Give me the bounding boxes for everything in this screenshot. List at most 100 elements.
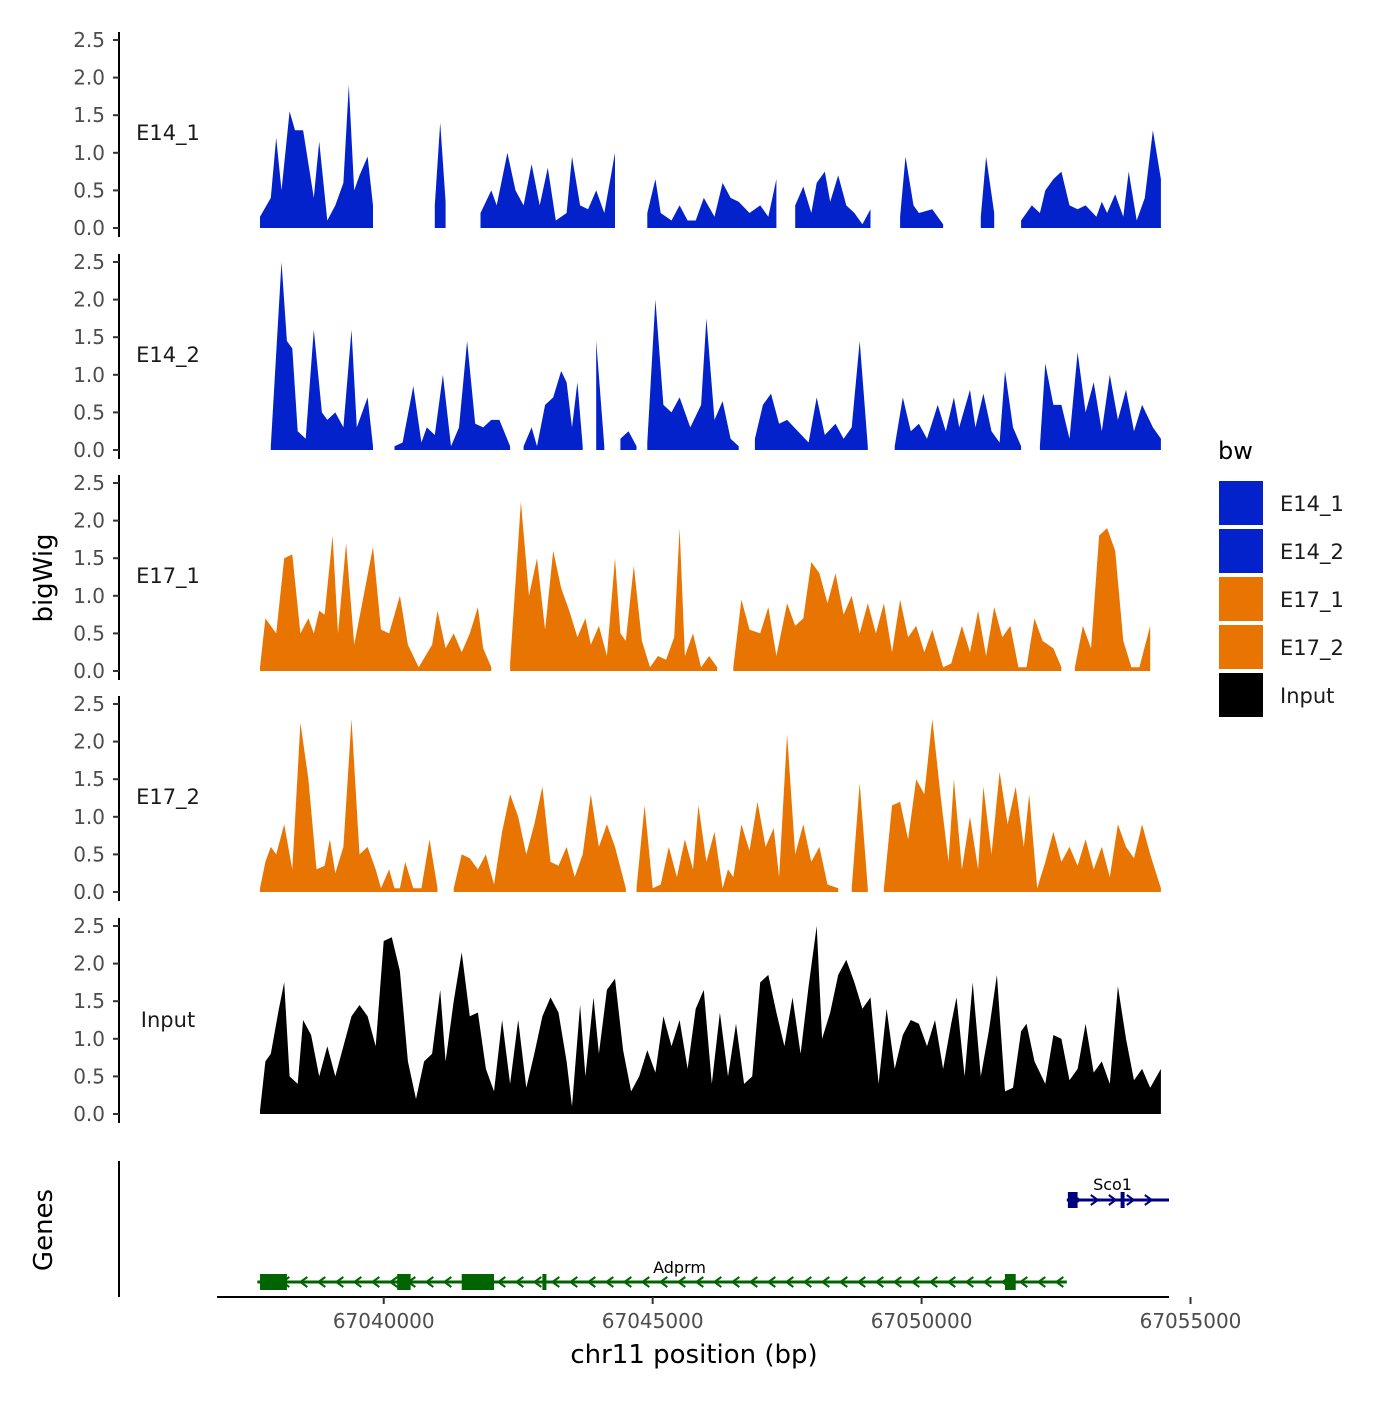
gene-label: Adprm <box>653 1258 706 1277</box>
strand-arrow <box>910 1276 920 1288</box>
track-label: Input <box>141 1008 195 1032</box>
strand-arrow <box>334 1276 344 1288</box>
coverage-area <box>1074 528 1151 671</box>
track-panel: 0.0 0.5 1.0 1.5 2.0 2.5 E14_1 <box>73 28 1161 240</box>
strand-arrow <box>1090 1194 1100 1206</box>
coverage-area <box>883 719 1161 892</box>
strand-arrow <box>892 1276 902 1288</box>
strand-arrow <box>784 1276 794 1288</box>
coverage-area <box>394 341 511 450</box>
y-tick-label: 2.5 <box>73 914 105 938</box>
coverage-area <box>596 341 605 450</box>
legend: bw E14_1 E14_2 E17_1 E17_2 Input <box>1218 437 1344 717</box>
coverage-area <box>523 371 583 450</box>
strand-arrow <box>730 1276 740 1288</box>
y-tick-label: 2.0 <box>73 509 105 533</box>
coverage-area <box>980 156 995 228</box>
strand-arrow <box>766 1276 776 1288</box>
y-tick-label: 0.0 <box>73 1102 105 1126</box>
y-tick-label: 1.5 <box>73 103 105 127</box>
track-panel: 0.0 0.5 1.0 1.5 2.0 2.5 E17_1 <box>73 471 1151 683</box>
coverage-area <box>260 719 438 892</box>
strand-arrow <box>712 1276 722 1288</box>
track-panel: 0.0 0.5 1.0 1.5 2.0 2.5 E17_2 <box>73 692 1161 904</box>
strand-arrow <box>964 1276 974 1288</box>
y-tick-label: 2.0 <box>73 730 105 754</box>
strand-arrow <box>550 1276 560 1288</box>
y-axis-title: bigWig <box>29 533 59 622</box>
coverage-area <box>894 371 1022 450</box>
strand-arrow <box>820 1276 830 1288</box>
exon <box>1067 1192 1078 1208</box>
y-tick-label: 1.5 <box>73 546 105 570</box>
strand-arrow <box>856 1276 866 1288</box>
y-tick-label: 0.0 <box>73 438 105 462</box>
legend-label: E14_2 <box>1280 540 1344 565</box>
strand-arrow <box>1144 1194 1154 1206</box>
legend-swatch <box>1219 625 1263 669</box>
coverage-area <box>636 734 839 892</box>
y-tick-label: 2.5 <box>73 471 105 495</box>
legend-label: E17_1 <box>1280 588 1344 613</box>
y-tick-label: 0.5 <box>73 1064 105 1088</box>
coverage-area <box>260 926 1161 1114</box>
legend-label: E17_2 <box>1280 636 1344 661</box>
gene-label: Sco1 <box>1093 1175 1132 1194</box>
strand-arrow <box>658 1276 668 1288</box>
strand-arrow <box>676 1276 686 1288</box>
strand-arrow <box>388 1276 398 1288</box>
coverage-area <box>754 341 868 450</box>
y-tick-label: 1.0 <box>73 363 105 387</box>
y-tick-label: 1.5 <box>73 767 105 791</box>
coverage-area <box>1039 352 1161 450</box>
strand-arrow <box>496 1276 506 1288</box>
strand-arrow <box>1108 1194 1118 1206</box>
x-tick-label: 67050000 <box>871 1309 973 1333</box>
legend-swatch <box>1219 673 1263 717</box>
y-tick-label: 0.5 <box>73 400 105 424</box>
coverage-area <box>480 152 615 228</box>
y-tick-label: 2.0 <box>73 66 105 90</box>
y-tick-label: 0.0 <box>73 880 105 904</box>
exon <box>542 1274 547 1290</box>
coverage-area <box>1021 130 1161 228</box>
strand-arrow <box>982 1276 992 1288</box>
y-tick-label: 2.5 <box>73 692 105 716</box>
x-tick-label: 67055000 <box>1140 1309 1242 1333</box>
strand-arrow <box>298 1276 308 1288</box>
coverage-area <box>620 431 637 450</box>
coverage-area <box>510 501 718 671</box>
track-label: E14_2 <box>136 343 200 368</box>
track-label: E14_1 <box>136 121 200 146</box>
x-tick-label: 67045000 <box>602 1309 704 1333</box>
y-tick-label: 0.0 <box>73 216 105 240</box>
legend-swatch <box>1219 481 1263 525</box>
y-tick-label: 0.5 <box>73 842 105 866</box>
y-tick-label: 0.5 <box>73 621 105 645</box>
strand-arrow <box>622 1276 632 1288</box>
exon <box>260 1274 287 1290</box>
y-tick-label: 2.0 <box>73 288 105 312</box>
coverage-area <box>647 179 777 228</box>
coverage-area <box>851 783 868 892</box>
track-panel: 0.0 0.5 1.0 1.5 2.0 2.5 Input <box>73 914 1161 1126</box>
strand-arrow <box>424 1276 434 1288</box>
strand-arrow <box>442 1276 452 1288</box>
y-tick-label: 2.5 <box>73 250 105 274</box>
track-panels: 0.0 0.5 1.0 1.5 2.0 2.5 E14_1 0.0 0.5 1.0 1.5 2.0 2.… <box>73 28 1161 1126</box>
strand-arrow <box>874 1276 884 1288</box>
y-tick-label: 1.5 <box>73 989 105 1013</box>
y-tick-label: 0.0 <box>73 659 105 683</box>
coverage-area <box>260 85 373 228</box>
track-label: E17_1 <box>136 564 200 589</box>
gene-track-panel: Sco1 Adprm <box>118 1161 1169 1297</box>
x-axis: 67040000 67045000 67050000 67055000 <box>217 1296 1242 1333</box>
legend-title: bw <box>1218 437 1253 465</box>
legend-label: E14_1 <box>1280 492 1344 517</box>
x-axis-title: chr11 position (bp) <box>570 1340 817 1370</box>
coverage-area <box>795 171 871 228</box>
strand-arrow <box>748 1276 758 1288</box>
x-tick-label: 67040000 <box>333 1309 435 1333</box>
strand-arrow <box>514 1276 524 1288</box>
strand-arrow <box>370 1276 380 1288</box>
